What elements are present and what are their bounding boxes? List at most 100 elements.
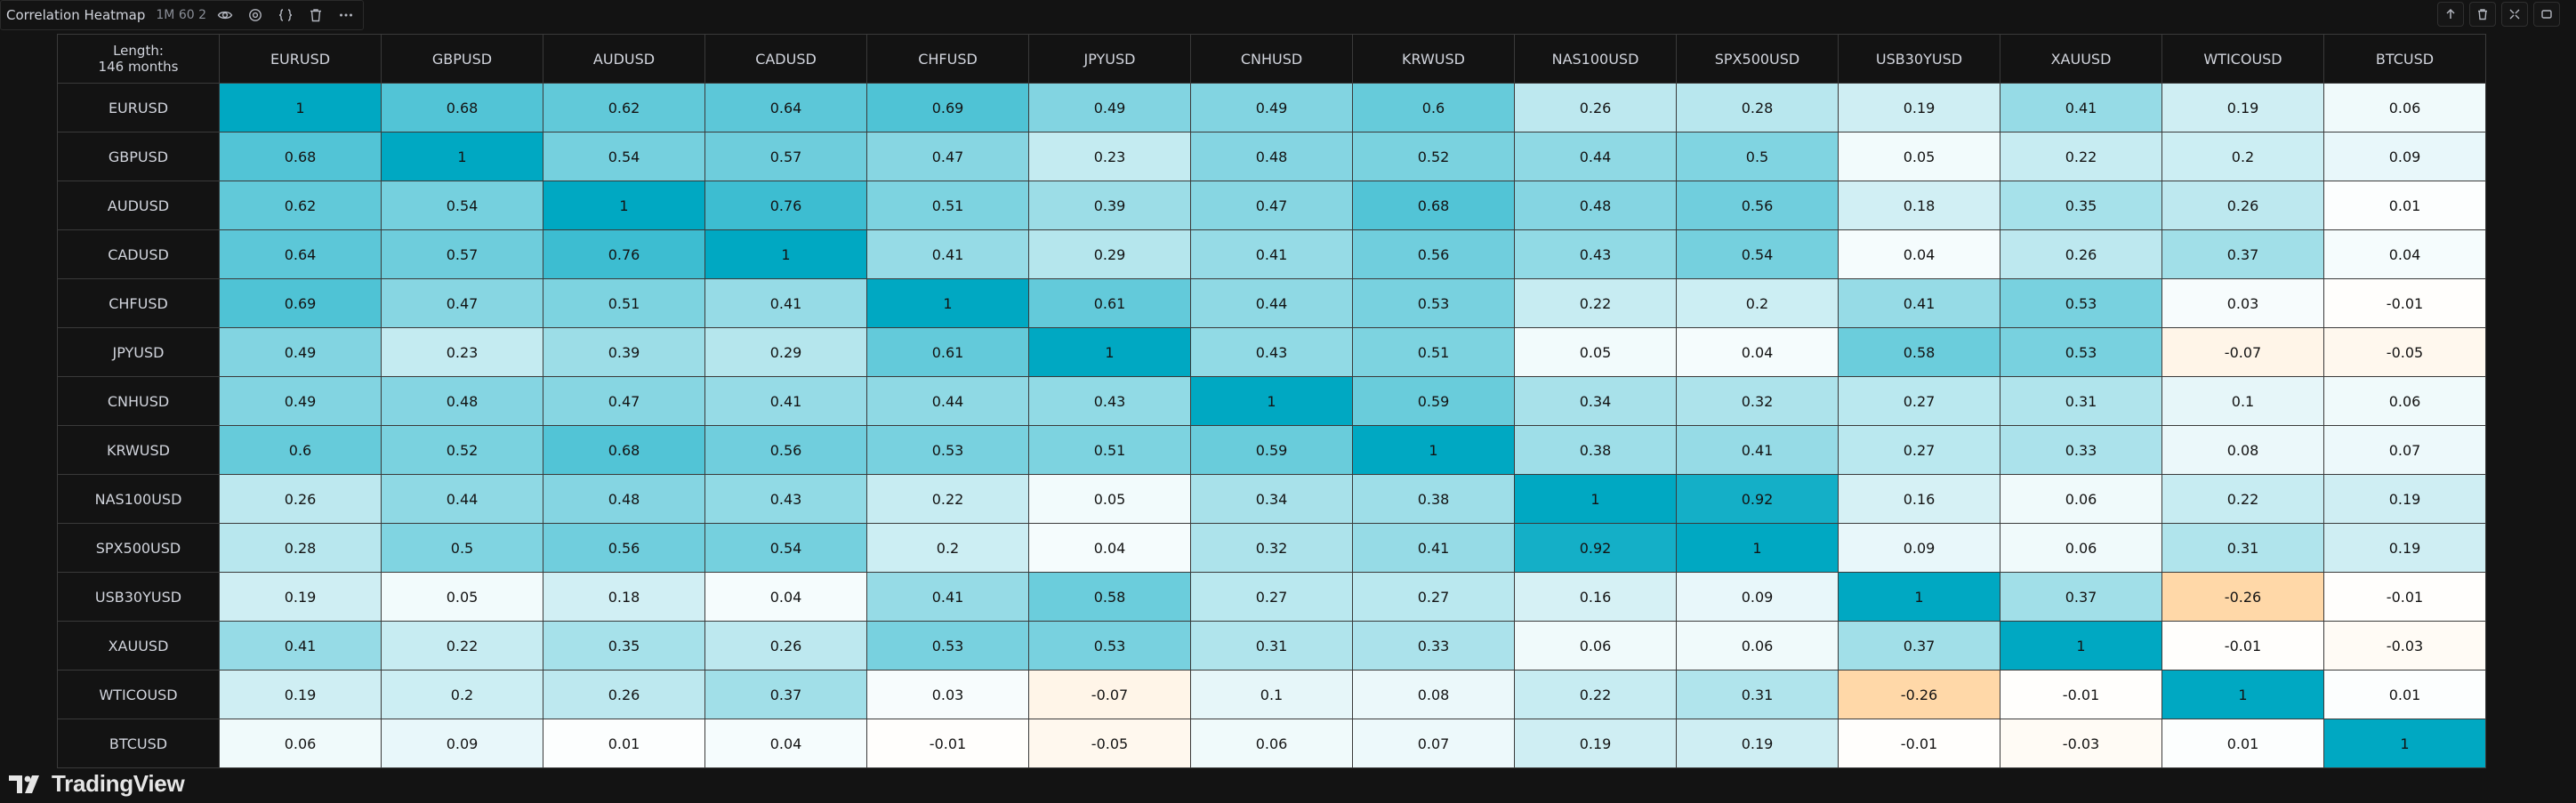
heatmap-cell: -0.07 xyxy=(2161,327,2324,377)
heatmap-cell: 0.41 xyxy=(1190,229,1353,279)
eye-icon[interactable] xyxy=(213,4,237,27)
heatmap-cell: 0.26 xyxy=(219,474,382,524)
row-header: GBPUSD xyxy=(57,132,220,181)
pane-toolbar xyxy=(2437,2,2560,27)
heatmap-cell: 0.92 xyxy=(1514,523,1677,573)
row-header: JPYUSD xyxy=(57,327,220,377)
heatmap-cell: 0.1 xyxy=(1190,670,1353,719)
heatmap-cell: 0.31 xyxy=(1190,621,1353,671)
heatmap-cell: 0.76 xyxy=(704,181,867,230)
tradingview-logo-text: TradingView xyxy=(52,770,185,797)
collapse-icon[interactable] xyxy=(2501,2,2528,27)
heatmap-row: BTCUSD 0.06 0.09 0.01 0.04 -0.01 -0.05 0.06 0.07… xyxy=(57,719,2486,768)
heatmap-cell: -0.26 xyxy=(1838,670,2000,719)
heatmap-cell: 0.37 xyxy=(2000,572,2162,622)
heatmap-cell: 0.51 xyxy=(543,278,705,328)
heatmap-row: KRWUSD 0.6 0.52 0.68 0.56 0.53 0.51 0.59 1 0.38 0.… xyxy=(57,425,2486,475)
heatmap-cell: 0.05 xyxy=(381,572,543,622)
heatmap-cell: 0.56 xyxy=(704,425,867,475)
heatmap-cell: 0.49 xyxy=(1028,83,1191,132)
heatmap-cell: 0.52 xyxy=(381,425,543,475)
heatmap-cell: 0.03 xyxy=(866,670,1029,719)
heatmap-row: AUDUSD 0.62 0.54 1 0.76 0.51 0.39 0.47 0.68 0.48 0… xyxy=(57,181,2486,230)
heatmap-cell: 0.03 xyxy=(2161,278,2324,328)
heatmap-cell: -0.01 xyxy=(2323,278,2486,328)
heatmap-cell: 0.47 xyxy=(1190,181,1353,230)
column-header: JPYUSD xyxy=(1028,34,1191,84)
row-header: USB30YUSD xyxy=(57,572,220,622)
heatmap-cell: 0.22 xyxy=(866,474,1029,524)
row-header: CNHUSD xyxy=(57,376,220,426)
code-icon[interactable] xyxy=(274,4,297,27)
heatmap-cell: 0.31 xyxy=(2000,376,2162,426)
column-header: EURUSD xyxy=(219,34,382,84)
heatmap-cell: 0.19 xyxy=(219,572,382,622)
heatmap-cell: 0.01 xyxy=(2323,670,2486,719)
heatmap-cell: 0.53 xyxy=(2000,327,2162,377)
heatmap-cell: 0.19 xyxy=(1838,83,2000,132)
row-header: WTICOUSD xyxy=(57,670,220,719)
trash-icon[interactable] xyxy=(2469,2,2496,27)
maximize-icon[interactable] xyxy=(2533,2,2560,27)
heatmap-cell: 0.06 xyxy=(2000,474,2162,524)
heatmap-cell: 0.41 xyxy=(704,376,867,426)
row-header: SPX500USD xyxy=(57,523,220,573)
heatmap-cell: 0.44 xyxy=(1514,132,1677,181)
heatmap-cell: 0.44 xyxy=(866,376,1029,426)
trash-icon[interactable] xyxy=(304,4,327,27)
correlation-heatmap: Length: 146 months EURUSD GBPUSD AUDUSD CAD… xyxy=(57,34,2486,768)
heatmap-cell: 0.52 xyxy=(1352,132,1515,181)
heatmap-cell: 0.54 xyxy=(543,132,705,181)
column-header: KRWUSD xyxy=(1352,34,1515,84)
heatmap-cell: 0.61 xyxy=(866,327,1029,377)
heatmap-cell: 0.06 xyxy=(2323,83,2486,132)
column-header: SPX500USD xyxy=(1676,34,1839,84)
tradingview-logo[interactable]: TradingView xyxy=(9,770,185,798)
heatmap-cell: 0.35 xyxy=(543,621,705,671)
heatmap-cell: 0.6 xyxy=(219,425,382,475)
heatmap-cell: 0.06 xyxy=(1514,621,1677,671)
heatmap-cell: 0.32 xyxy=(1190,523,1353,573)
heatmap-cell: 0.26 xyxy=(543,670,705,719)
heatmap-cell: 0.05 xyxy=(1028,474,1191,524)
heatmap-cell: 0.53 xyxy=(866,425,1029,475)
heatmap-cell: 0.47 xyxy=(543,376,705,426)
heatmap-cell: 0.57 xyxy=(704,132,867,181)
heatmap-cell: 0.5 xyxy=(381,523,543,573)
heatmap-cell: 0.32 xyxy=(1676,376,1839,426)
indicator-legend[interactable]: Correlation Heatmap 1M 60 2 xyxy=(0,0,364,30)
more-icon[interactable] xyxy=(334,4,358,27)
heatmap-cell: 0.04 xyxy=(1676,327,1839,377)
heatmap-row: SPX500USD 0.28 0.5 0.56 0.54 0.2 0.04 0.32 0.41 0… xyxy=(57,523,2486,573)
heatmap-cell: 0.53 xyxy=(866,621,1029,671)
heatmap-cell: 0.53 xyxy=(1028,621,1191,671)
indicator-title[interactable]: Correlation Heatmap xyxy=(6,7,146,23)
row-header: CADUSD xyxy=(57,229,220,279)
heatmap-row: CADUSD 0.64 0.57 0.76 1 0.41 0.29 0.41 0.56 0.43 0… xyxy=(57,229,2486,279)
heatmap-cell: 0.54 xyxy=(1676,229,1839,279)
heatmap-cell: 0.64 xyxy=(704,83,867,132)
heatmap-cell: 0.43 xyxy=(1190,327,1353,377)
heatmap-cell: 0.92 xyxy=(1676,474,1839,524)
row-header: XAUUSD xyxy=(57,621,220,671)
heatmap-cell: 0.04 xyxy=(2323,229,2486,279)
settings-icon[interactable] xyxy=(244,4,267,27)
heatmap-cell: 0.2 xyxy=(381,670,543,719)
heatmap-cell: 0.58 xyxy=(1028,572,1191,622)
heatmap-cell: 0.51 xyxy=(1352,327,1515,377)
heatmap-cell: 1 xyxy=(543,181,705,230)
arrow-up-icon[interactable] xyxy=(2437,2,2464,27)
heatmap-cell: 0.16 xyxy=(1514,572,1677,622)
heatmap-cell: 0.29 xyxy=(704,327,867,377)
heatmap-cell: 0.07 xyxy=(2323,425,2486,475)
heatmap-cell: 0.62 xyxy=(219,181,382,230)
heatmap-cell: 0.59 xyxy=(1352,376,1515,426)
heatmap-cell: 0.57 xyxy=(381,229,543,279)
heatmap-cell: 0.41 xyxy=(704,278,867,328)
heatmap-cell: 0.5 xyxy=(1676,132,1839,181)
heatmap-cell: 0.33 xyxy=(2000,425,2162,475)
heatmap-cell: 0.54 xyxy=(704,523,867,573)
heatmap-cell: 0.41 xyxy=(1352,523,1515,573)
heatmap-cell: 0.01 xyxy=(543,719,705,768)
